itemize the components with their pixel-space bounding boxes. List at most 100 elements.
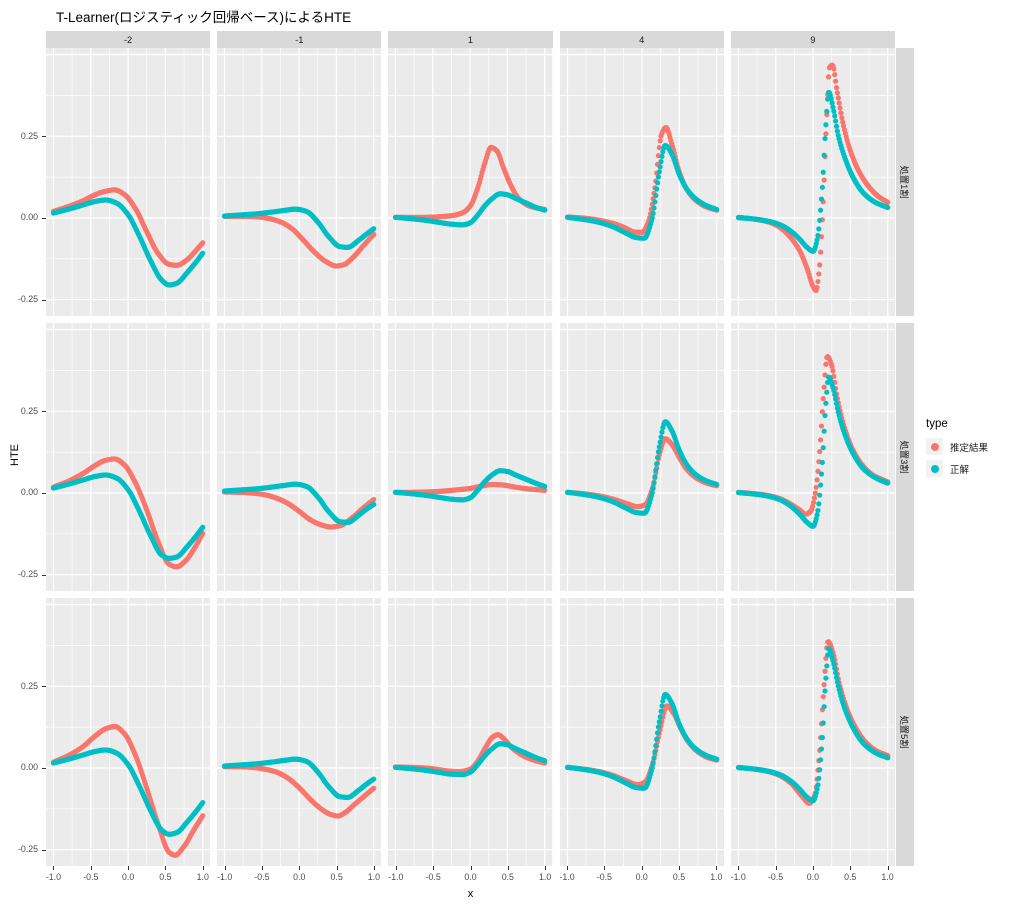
series-truth-dots: [564, 142, 719, 241]
x-tick-label: 0.0: [806, 872, 820, 882]
x-tick-mark: [299, 866, 301, 870]
legend: type 推定結果 正解: [926, 418, 1020, 482]
minor-gridlines: [217, 323, 382, 591]
major-gridlines: [730, 48, 895, 316]
major-gridlines: [217, 323, 382, 591]
facet-panel-処置1割--2: [46, 48, 211, 316]
x-tick-label: 1.0: [881, 872, 894, 882]
x-tick-mark: [90, 866, 92, 870]
major-gridlines: [388, 323, 553, 591]
facet-panel-処置3割--2: [46, 323, 211, 591]
facet-strip-column: 9: [730, 31, 895, 48]
y-tick-mark: [42, 849, 46, 851]
series-truth-dots: [735, 89, 891, 254]
y-tick-label: 0.25: [20, 680, 38, 691]
y-tick-mark: [42, 492, 46, 494]
facet-strip-row: 処置3割: [896, 323, 914, 591]
x-tick-mark: [336, 866, 338, 870]
x-tick-label: 0.0: [464, 872, 477, 882]
series-truth-dots: [564, 691, 719, 791]
facet-panel-処置1割-1: [388, 48, 553, 316]
series-truth-dots: [735, 646, 891, 804]
facet-panel-処置1割--1: [217, 48, 382, 316]
x-tick-label: 0.0: [293, 872, 306, 882]
x-tick-mark: [470, 866, 472, 870]
x-tick-mark: [395, 866, 397, 870]
y-tick-label: 0.00: [20, 487, 38, 498]
legend-label: 正解: [950, 464, 970, 476]
series-truth-dots: [222, 206, 377, 250]
y-tick-label: -0.25: [17, 844, 38, 855]
x-tick-label: -0.5: [254, 872, 270, 882]
facet-strip-column: -1: [217, 31, 382, 48]
x-tick-mark: [716, 866, 718, 870]
major-gridlines: [730, 598, 895, 866]
x-tick-label: 0.5: [501, 872, 514, 882]
facet-panel-処置5割-9: [730, 598, 895, 866]
y-axis-title: HTE: [9, 444, 21, 466]
x-axis-title: x: [467, 888, 474, 900]
x-tick-label: -1.0: [217, 872, 233, 882]
facet-strip-row: 処置1割: [896, 48, 914, 316]
x-tick-mark: [812, 866, 814, 870]
x-tick-label: -0.5: [596, 872, 612, 882]
facet-panel-処置3割-4: [559, 323, 724, 591]
y-tick-mark: [42, 217, 46, 219]
facet-panel-処置5割--1: [217, 598, 382, 866]
x-tick-mark: [128, 866, 130, 870]
estimate-dot-icon: [930, 442, 939, 451]
major-gridlines: [559, 598, 724, 866]
x-tick-label: -0.5: [425, 872, 441, 882]
x-tick-mark: [507, 866, 509, 870]
facet-panel-処置3割--1: [217, 323, 382, 591]
x-tick-mark: [887, 866, 889, 870]
x-tick-label: -0.5: [767, 872, 784, 882]
series-truth-dots: [393, 468, 548, 503]
x-tick-mark: [202, 866, 204, 870]
major-gridlines: [46, 598, 211, 866]
major-gridlines: [217, 598, 382, 866]
x-tick-label: 0.5: [672, 872, 686, 882]
series-truth-dots: [50, 472, 206, 561]
y-tick-mark: [42, 136, 46, 138]
x-tick-label: -1.0: [45, 872, 62, 882]
x-tick-mark: [850, 866, 852, 870]
x-tick-mark: [261, 866, 263, 870]
facet-panel-処置1割-9: [730, 48, 895, 316]
y-tick-label: 0.00: [20, 212, 38, 223]
x-tick-mark: [433, 866, 435, 870]
x-tick-mark: [641, 866, 643, 870]
legend-key: [926, 438, 943, 455]
legend-label: 推定結果: [950, 442, 989, 454]
series-truth-dots: [393, 741, 548, 778]
x-tick-mark: [738, 866, 740, 870]
chart-title: T-Learner(ロジスティック回帰ベース)によるHTE: [56, 10, 352, 25]
x-tick-mark: [373, 866, 375, 870]
major-gridlines: [388, 598, 553, 866]
y-tick-label: 0.25: [20, 130, 38, 141]
facet-panel-処置3割-1: [388, 323, 553, 591]
x-tick-label: 1.0: [539, 872, 552, 882]
legend-item-truth: 正解: [926, 460, 1020, 477]
truth-dot-icon: [930, 464, 939, 473]
x-tick-mark: [775, 866, 777, 870]
minor-gridlines: [46, 598, 211, 866]
series-truth-dots: [50, 197, 206, 288]
y-tick-mark: [42, 574, 46, 576]
x-tick-label: 0.0: [121, 872, 135, 882]
x-tick-label: -1.0: [730, 872, 746, 882]
y-tick-label: 0.25: [20, 405, 38, 416]
x-tick-mark: [165, 866, 167, 870]
y-tick-label: 0.00: [20, 762, 38, 773]
legend-item-estimate: 推定結果: [926, 438, 1020, 455]
x-tick-mark: [545, 866, 547, 870]
facet-panel-処置3割-9: [730, 323, 895, 591]
x-tick-label: 1.0: [196, 872, 209, 882]
facet-strip-row: 処置5割: [896, 598, 914, 866]
facet-strip-column: 1: [388, 31, 553, 48]
facet-panel-処置1割-4: [559, 48, 724, 316]
x-tick-label: 0.5: [330, 872, 343, 882]
x-tick-label: 0.0: [635, 872, 648, 882]
x-tick-label: 0.5: [844, 872, 857, 882]
y-tick-mark: [42, 767, 46, 769]
